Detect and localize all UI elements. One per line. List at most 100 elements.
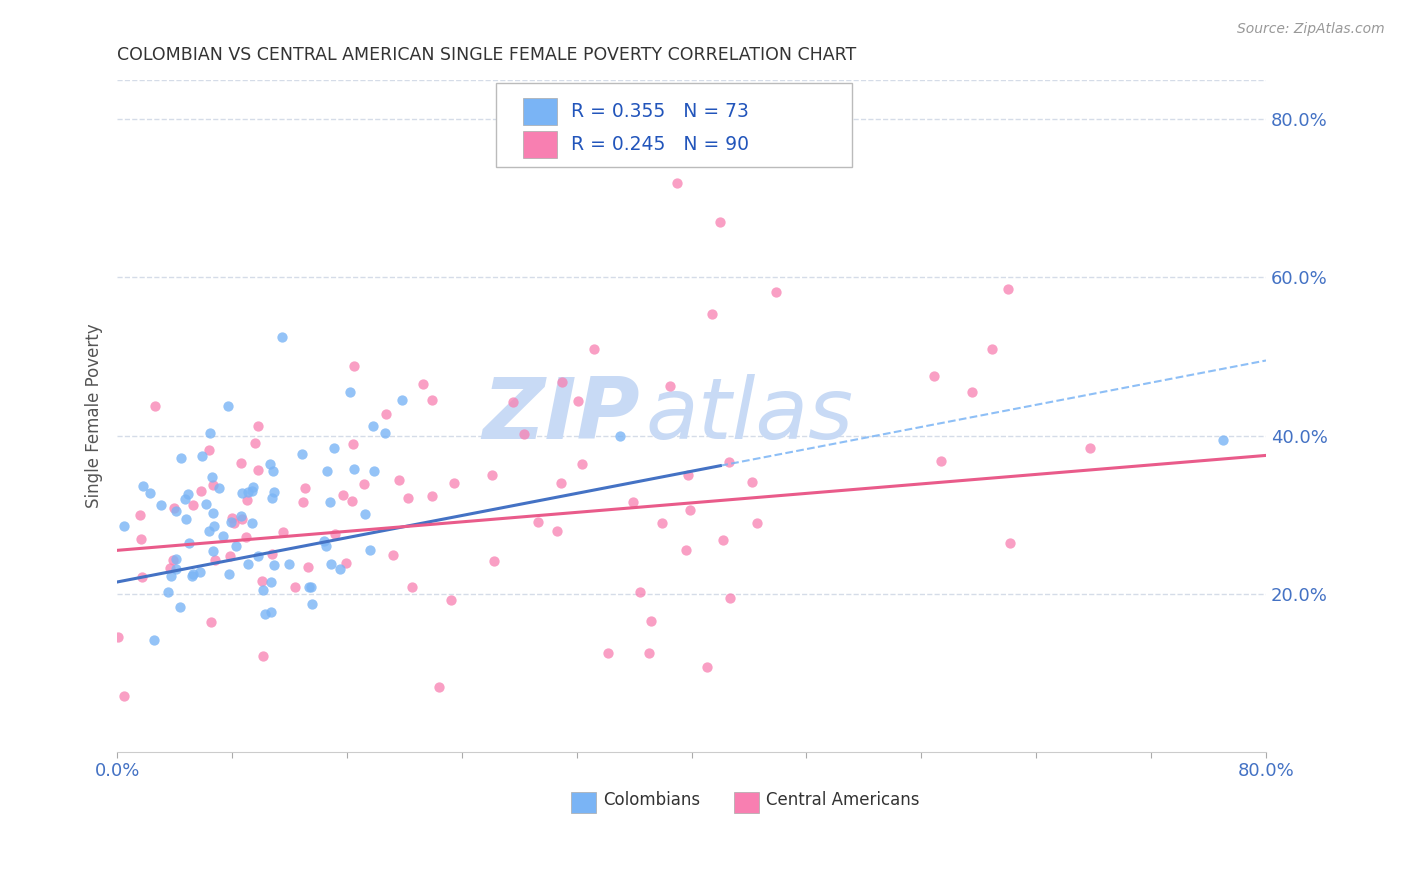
Point xyxy=(200,615,222,630)
Point xyxy=(132,479,155,493)
Point xyxy=(181,567,204,582)
Point xyxy=(339,384,361,399)
Point xyxy=(260,575,283,590)
Point xyxy=(679,503,702,517)
Point xyxy=(246,463,269,477)
Point xyxy=(129,508,152,522)
Point xyxy=(162,553,184,567)
Point xyxy=(319,558,342,572)
Point xyxy=(315,539,337,553)
Point xyxy=(567,394,589,409)
Point xyxy=(112,689,135,703)
Point xyxy=(527,515,550,529)
Point xyxy=(998,535,1021,549)
Point xyxy=(201,477,224,491)
Point xyxy=(173,491,195,506)
FancyBboxPatch shape xyxy=(523,98,557,125)
Point xyxy=(582,342,605,356)
Point xyxy=(745,516,768,531)
Point xyxy=(353,476,375,491)
Point xyxy=(198,425,221,440)
Point xyxy=(181,498,204,512)
Point xyxy=(190,449,212,463)
Point xyxy=(640,615,662,629)
Point xyxy=(401,580,423,594)
Point xyxy=(252,574,274,589)
Point xyxy=(231,512,253,526)
Point xyxy=(929,454,952,468)
Point xyxy=(166,504,188,518)
Point xyxy=(219,549,242,564)
Point xyxy=(229,456,252,470)
Text: Source: ZipAtlas.com: Source: ZipAtlas.com xyxy=(1237,22,1385,37)
Point xyxy=(675,543,697,558)
Point xyxy=(131,569,153,583)
Point xyxy=(235,530,257,544)
Point xyxy=(297,560,319,574)
Point xyxy=(247,549,270,563)
Point xyxy=(343,359,366,373)
Point xyxy=(198,442,221,457)
Point xyxy=(711,533,734,548)
Point xyxy=(329,562,352,576)
Point xyxy=(335,557,357,571)
Point xyxy=(201,470,224,484)
Point xyxy=(181,569,204,583)
Point xyxy=(596,646,619,660)
Point xyxy=(312,534,335,549)
Point xyxy=(709,215,731,229)
Point xyxy=(340,494,363,508)
Point xyxy=(212,529,235,543)
Point xyxy=(208,481,231,495)
Point xyxy=(156,585,179,599)
Point xyxy=(1212,433,1234,447)
Point xyxy=(242,484,264,499)
Point xyxy=(638,646,661,660)
Point xyxy=(202,518,225,533)
Point xyxy=(354,507,377,521)
Point xyxy=(231,486,253,500)
Point xyxy=(262,464,284,478)
Point xyxy=(177,486,200,500)
Point xyxy=(318,495,340,509)
Point xyxy=(221,516,243,530)
Point xyxy=(236,493,259,508)
FancyBboxPatch shape xyxy=(496,83,852,167)
Point xyxy=(651,516,673,530)
Point xyxy=(190,484,212,499)
Point xyxy=(259,457,281,471)
Point xyxy=(260,547,283,561)
Point xyxy=(420,392,443,407)
Point xyxy=(546,524,568,539)
Point xyxy=(323,526,346,541)
Point xyxy=(398,491,420,505)
Point xyxy=(359,543,381,558)
Point xyxy=(271,524,294,539)
Point xyxy=(343,461,366,475)
Point xyxy=(236,557,259,571)
Point xyxy=(224,516,246,530)
Point xyxy=(342,436,364,450)
Point xyxy=(245,436,267,450)
Point xyxy=(202,543,225,558)
Point xyxy=(720,591,742,606)
Point xyxy=(160,568,183,582)
Point xyxy=(696,660,718,674)
Point xyxy=(252,582,274,597)
Point xyxy=(240,516,263,530)
Point xyxy=(741,475,763,489)
Point xyxy=(195,497,218,511)
Point xyxy=(198,524,221,538)
Text: R = 0.355   N = 73: R = 0.355 N = 73 xyxy=(571,102,749,120)
Point xyxy=(170,451,193,466)
Point xyxy=(204,553,226,567)
Text: ZIP: ZIP xyxy=(482,375,640,458)
FancyBboxPatch shape xyxy=(523,131,557,159)
Point xyxy=(443,475,465,490)
Point xyxy=(221,511,243,525)
Point xyxy=(260,491,283,506)
Point xyxy=(361,419,384,434)
Point xyxy=(217,399,239,413)
Point xyxy=(107,631,129,645)
Point xyxy=(254,607,277,621)
